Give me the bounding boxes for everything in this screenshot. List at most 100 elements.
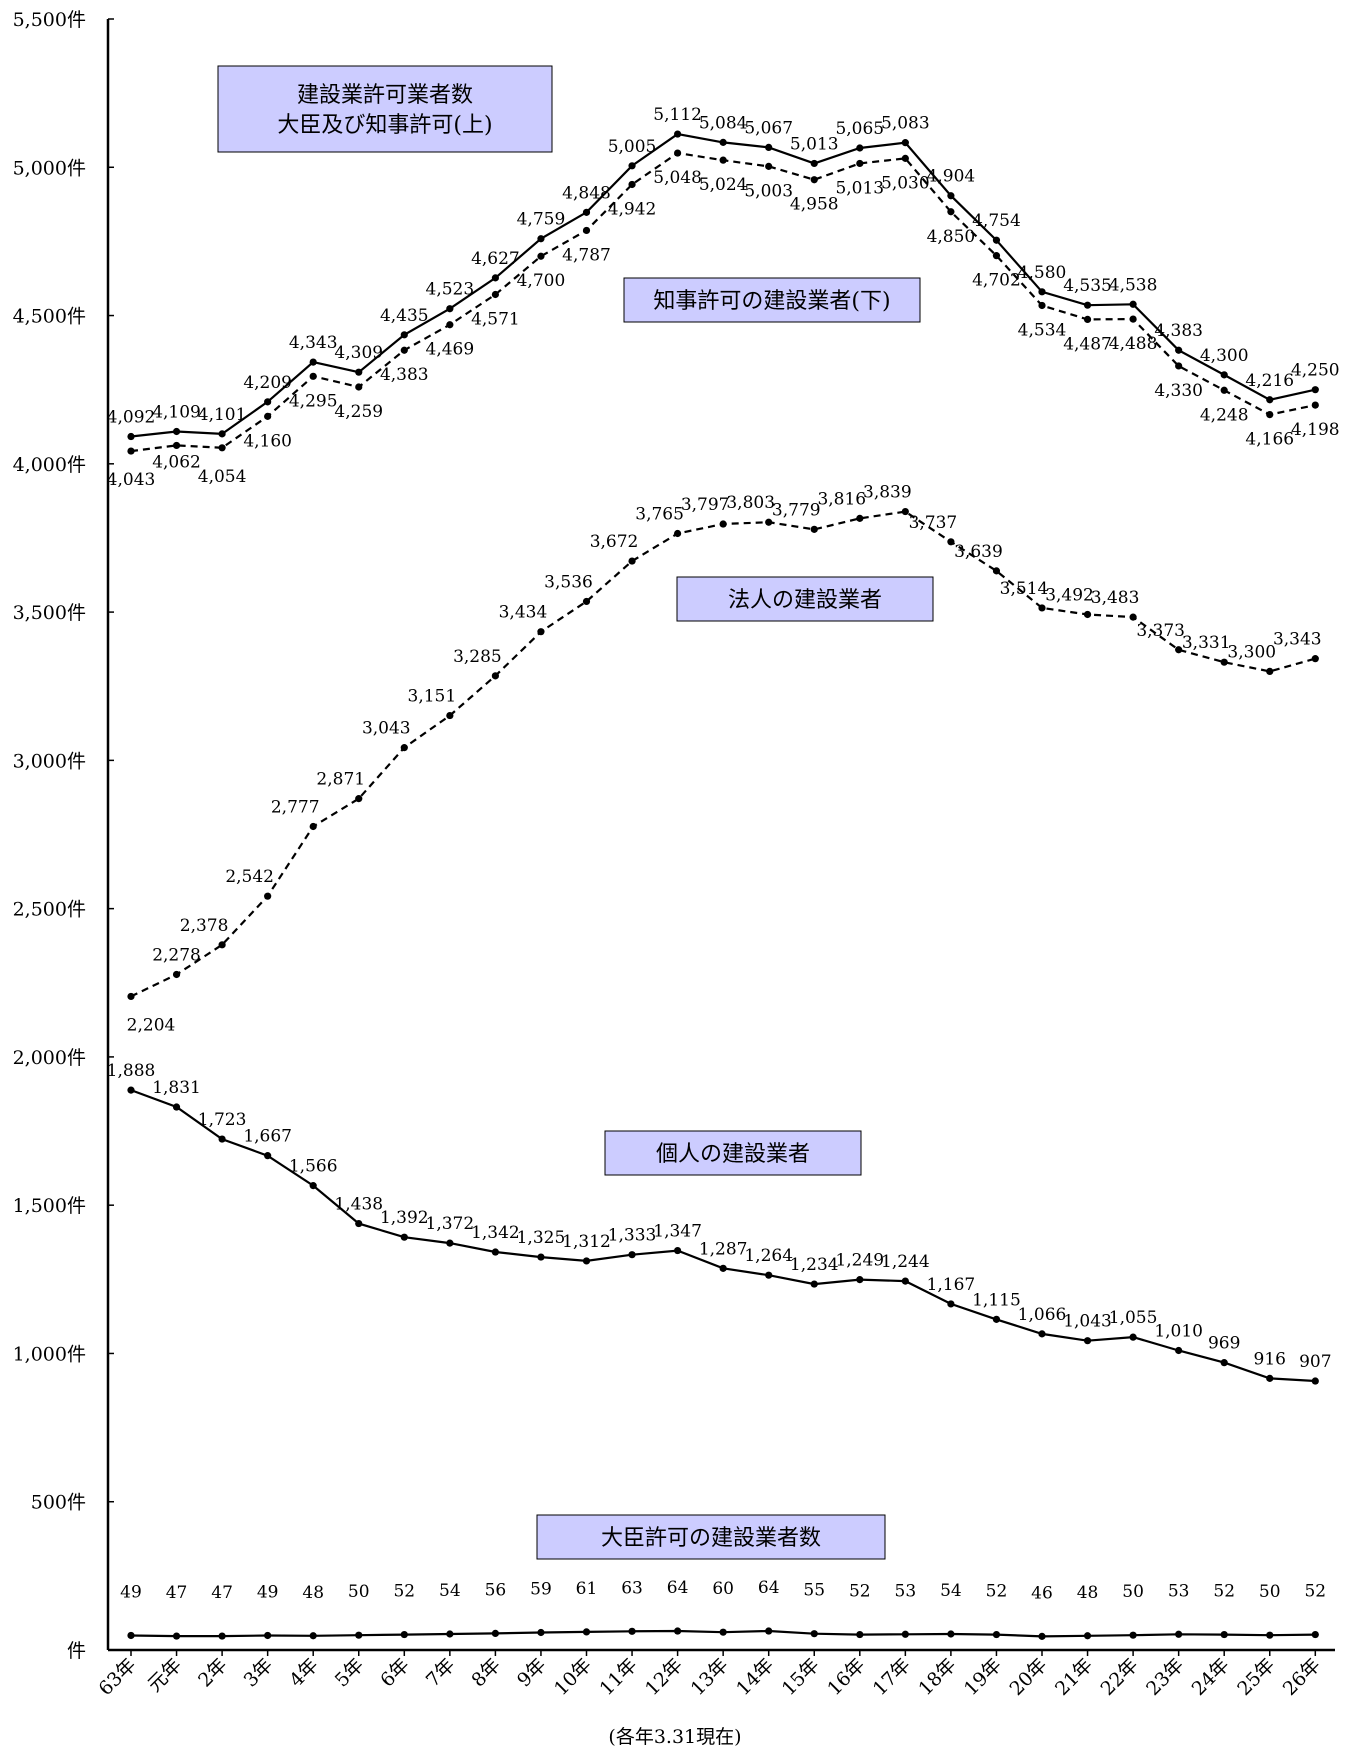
- data-point-individual: [491, 1248, 499, 1256]
- data-label-corporate: 3,765: [635, 505, 684, 525]
- data-label-individual: 1,066: [1018, 1305, 1067, 1325]
- data-label-individual: 1,372: [426, 1214, 475, 1234]
- data-label-corporate: 3,151: [408, 687, 457, 707]
- data-point-total: [674, 130, 682, 138]
- data-label-individual: 1,249: [835, 1251, 884, 1271]
- data-label-governor: 4,295: [289, 391, 338, 411]
- data-point-total: [719, 138, 727, 146]
- data-point-total: [992, 236, 1001, 244]
- data-label-total: 4,101: [198, 405, 247, 425]
- data-point-minister: [355, 1631, 363, 1639]
- data-point-individual: [1220, 1359, 1228, 1367]
- data-label-total: 5,065: [835, 119, 884, 139]
- legend-box-governor: 知事許可の建設業者(下): [623, 277, 921, 323]
- x-tick-label: 6年: [376, 1654, 414, 1692]
- x-tick-label: 12年: [641, 1654, 687, 1700]
- y-tick-label: 件: [67, 1640, 86, 1662]
- data-label-governor: 4,571: [471, 309, 520, 329]
- data-label-corporate: 3,343: [1273, 630, 1322, 650]
- data-label-individual: 916: [1254, 1349, 1286, 1369]
- data-point-individual: [674, 1246, 682, 1255]
- data-label-corporate: 2,542: [225, 867, 274, 887]
- data-point-governor: [1220, 386, 1228, 394]
- x-tick-label: 18年: [914, 1654, 960, 1700]
- data-label-governor: 5,003: [744, 181, 793, 201]
- data-point-governor: [628, 180, 636, 189]
- data-point-total: [856, 144, 864, 152]
- data-point-total: [947, 192, 955, 200]
- y-tick-label: 5,000件: [13, 157, 86, 179]
- data-point-corporate: [992, 567, 1001, 575]
- data-label-minister: 52: [849, 1582, 871, 1602]
- data-label-minister: 53: [895, 1581, 917, 1601]
- data-label-total: 4,580: [1018, 263, 1067, 283]
- data-point-governor: [992, 252, 1001, 260]
- data-label-total: 4,538: [1109, 275, 1158, 295]
- y-axis-tick-labels: 5,500件 5,000件 4,500件 4,000件 3,500件 3,000件 2,50…: [13, 9, 86, 1662]
- data-point-corporate: [400, 744, 408, 752]
- data-point-minister: [901, 1630, 909, 1638]
- data-point-minister: [1038, 1632, 1046, 1640]
- data-label-governor: 4,330: [1154, 381, 1203, 401]
- data-label-governor: 4,702: [972, 271, 1021, 291]
- data-point-individual: [400, 1233, 408, 1241]
- data-label-individual: 907: [1299, 1352, 1331, 1372]
- data-point-individual: [355, 1219, 363, 1228]
- y-tick-label: 5,500件: [13, 9, 86, 31]
- data-label-corporate: 3,639: [954, 542, 1003, 562]
- data-label-total: 4,300: [1200, 346, 1249, 366]
- data-label-governor: 4,160: [243, 431, 292, 451]
- data-point-corporate: [491, 672, 499, 680]
- x-tick-label: 26年: [1279, 1654, 1325, 1700]
- data-point-minister: [218, 1632, 226, 1640]
- data-label-minister: 63: [621, 1578, 643, 1598]
- data-label-corporate: 2,871: [316, 770, 365, 790]
- data-label-individual: 1,342: [471, 1223, 520, 1243]
- data-point-total: [810, 159, 818, 168]
- data-point-governor: [491, 290, 499, 299]
- data-point-governor: [400, 346, 408, 354]
- data-label-minister: 47: [166, 1583, 188, 1603]
- data-label-minister: 53: [1168, 1581, 1190, 1601]
- data-label-total: 4,092: [107, 408, 156, 428]
- data-point-total: [127, 432, 135, 441]
- data-point-total: [400, 331, 408, 339]
- x-tick-label: 11年: [595, 1654, 641, 1700]
- data-label-governor: 4,054: [198, 467, 247, 487]
- data-point-minister: [628, 1627, 636, 1635]
- data-point-governor: [1175, 362, 1183, 370]
- data-point-individual: [264, 1152, 272, 1160]
- data-point-governor: [218, 444, 226, 452]
- data-point-corporate: [1311, 655, 1319, 663]
- data-label-total: 4,754: [972, 211, 1021, 231]
- data-point-corporate: [1038, 604, 1046, 612]
- x-tick-label: 3年: [240, 1654, 278, 1692]
- data-point-total: [355, 368, 363, 376]
- x-tick-label: 17年: [869, 1654, 915, 1700]
- data-label-governor: 4,487: [1063, 334, 1112, 354]
- data-point-minister: [1083, 1632, 1092, 1640]
- data-point-total: [491, 274, 499, 282]
- x-tick-label: 20年: [1005, 1654, 1051, 1700]
- data-label-total: 4,523: [426, 280, 475, 300]
- data-label-individual: 1,234: [790, 1255, 839, 1275]
- legend-label-total-line1: 建設業許可業者数: [297, 83, 473, 108]
- data-label-individual: 1,264: [744, 1246, 793, 1266]
- data-label-total: 5,083: [881, 114, 930, 134]
- data-point-corporate: [309, 822, 317, 831]
- data-label-minister: 50: [1122, 1582, 1144, 1602]
- data-point-governor: [446, 321, 454, 329]
- data-point-individual: [947, 1300, 955, 1308]
- data-label-minister: 46: [1031, 1583, 1053, 1603]
- x-tick-label: 5年: [331, 1654, 369, 1692]
- data-label-individual: 1,438: [334, 1195, 383, 1215]
- data-point-corporate: [1175, 646, 1183, 654]
- series-layer: [127, 130, 1319, 1640]
- x-tick-label: 2年: [194, 1654, 232, 1692]
- data-point-governor: [309, 372, 317, 380]
- data-label-minister: 52: [986, 1582, 1008, 1602]
- data-label-governor: 4,850: [927, 227, 976, 247]
- data-point-individual: [719, 1264, 727, 1272]
- data-label-corporate: 3,816: [817, 489, 866, 509]
- data-label-individual: 1,325: [517, 1228, 566, 1248]
